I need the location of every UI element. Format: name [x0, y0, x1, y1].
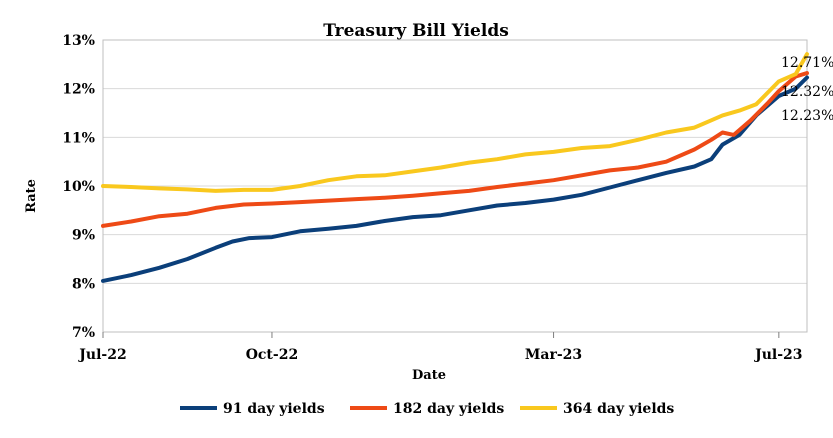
y-tick-label: 9% [72, 228, 95, 244]
x-tick-label: Oct-22 [246, 347, 298, 363]
y-tick-label: 13% [62, 33, 95, 49]
y-tick-label: 8% [72, 276, 95, 292]
series-line-182 [101, 71, 809, 228]
x-tick-label: Mar-23 [525, 347, 582, 363]
series-line-364 [101, 52, 809, 193]
y-tick-label: 10% [62, 179, 95, 195]
y-tick-labels: 7% 8% 9% 10% 11% 12% 13% [62, 33, 95, 341]
gridlines [103, 39, 807, 333]
y-tick-label: 7% [72, 325, 95, 341]
x-tick-labels: Jul-22 Oct-22 Mar-23 Jul-23 [77, 332, 803, 363]
data-labels: 12.23% 12.32% 12.71% [781, 55, 833, 124]
data-label: 12.32% [781, 84, 833, 100]
y-axis-label: Rate [24, 179, 39, 213]
y-tick-label: 12% [62, 82, 95, 98]
legend-label: 182 day yields [393, 401, 504, 417]
y-tick-label: 11% [62, 130, 95, 146]
x-tick-label: Jul-23 [753, 347, 802, 363]
chart-title: Treasury Bill Yields [323, 21, 509, 41]
legend-label: 364 day yields [563, 401, 674, 417]
data-label: 12.71% [781, 55, 833, 71]
data-label: 12.23% [781, 108, 833, 124]
series-lines [101, 52, 809, 283]
x-tick-label: Jul-22 [77, 347, 126, 363]
legend-label: 91 day yields [223, 401, 325, 417]
series-line-91 [101, 75, 809, 283]
x-axis-label: Date [412, 368, 446, 383]
legend: 91 day yields 182 day yields 364 day yield… [180, 401, 674, 417]
